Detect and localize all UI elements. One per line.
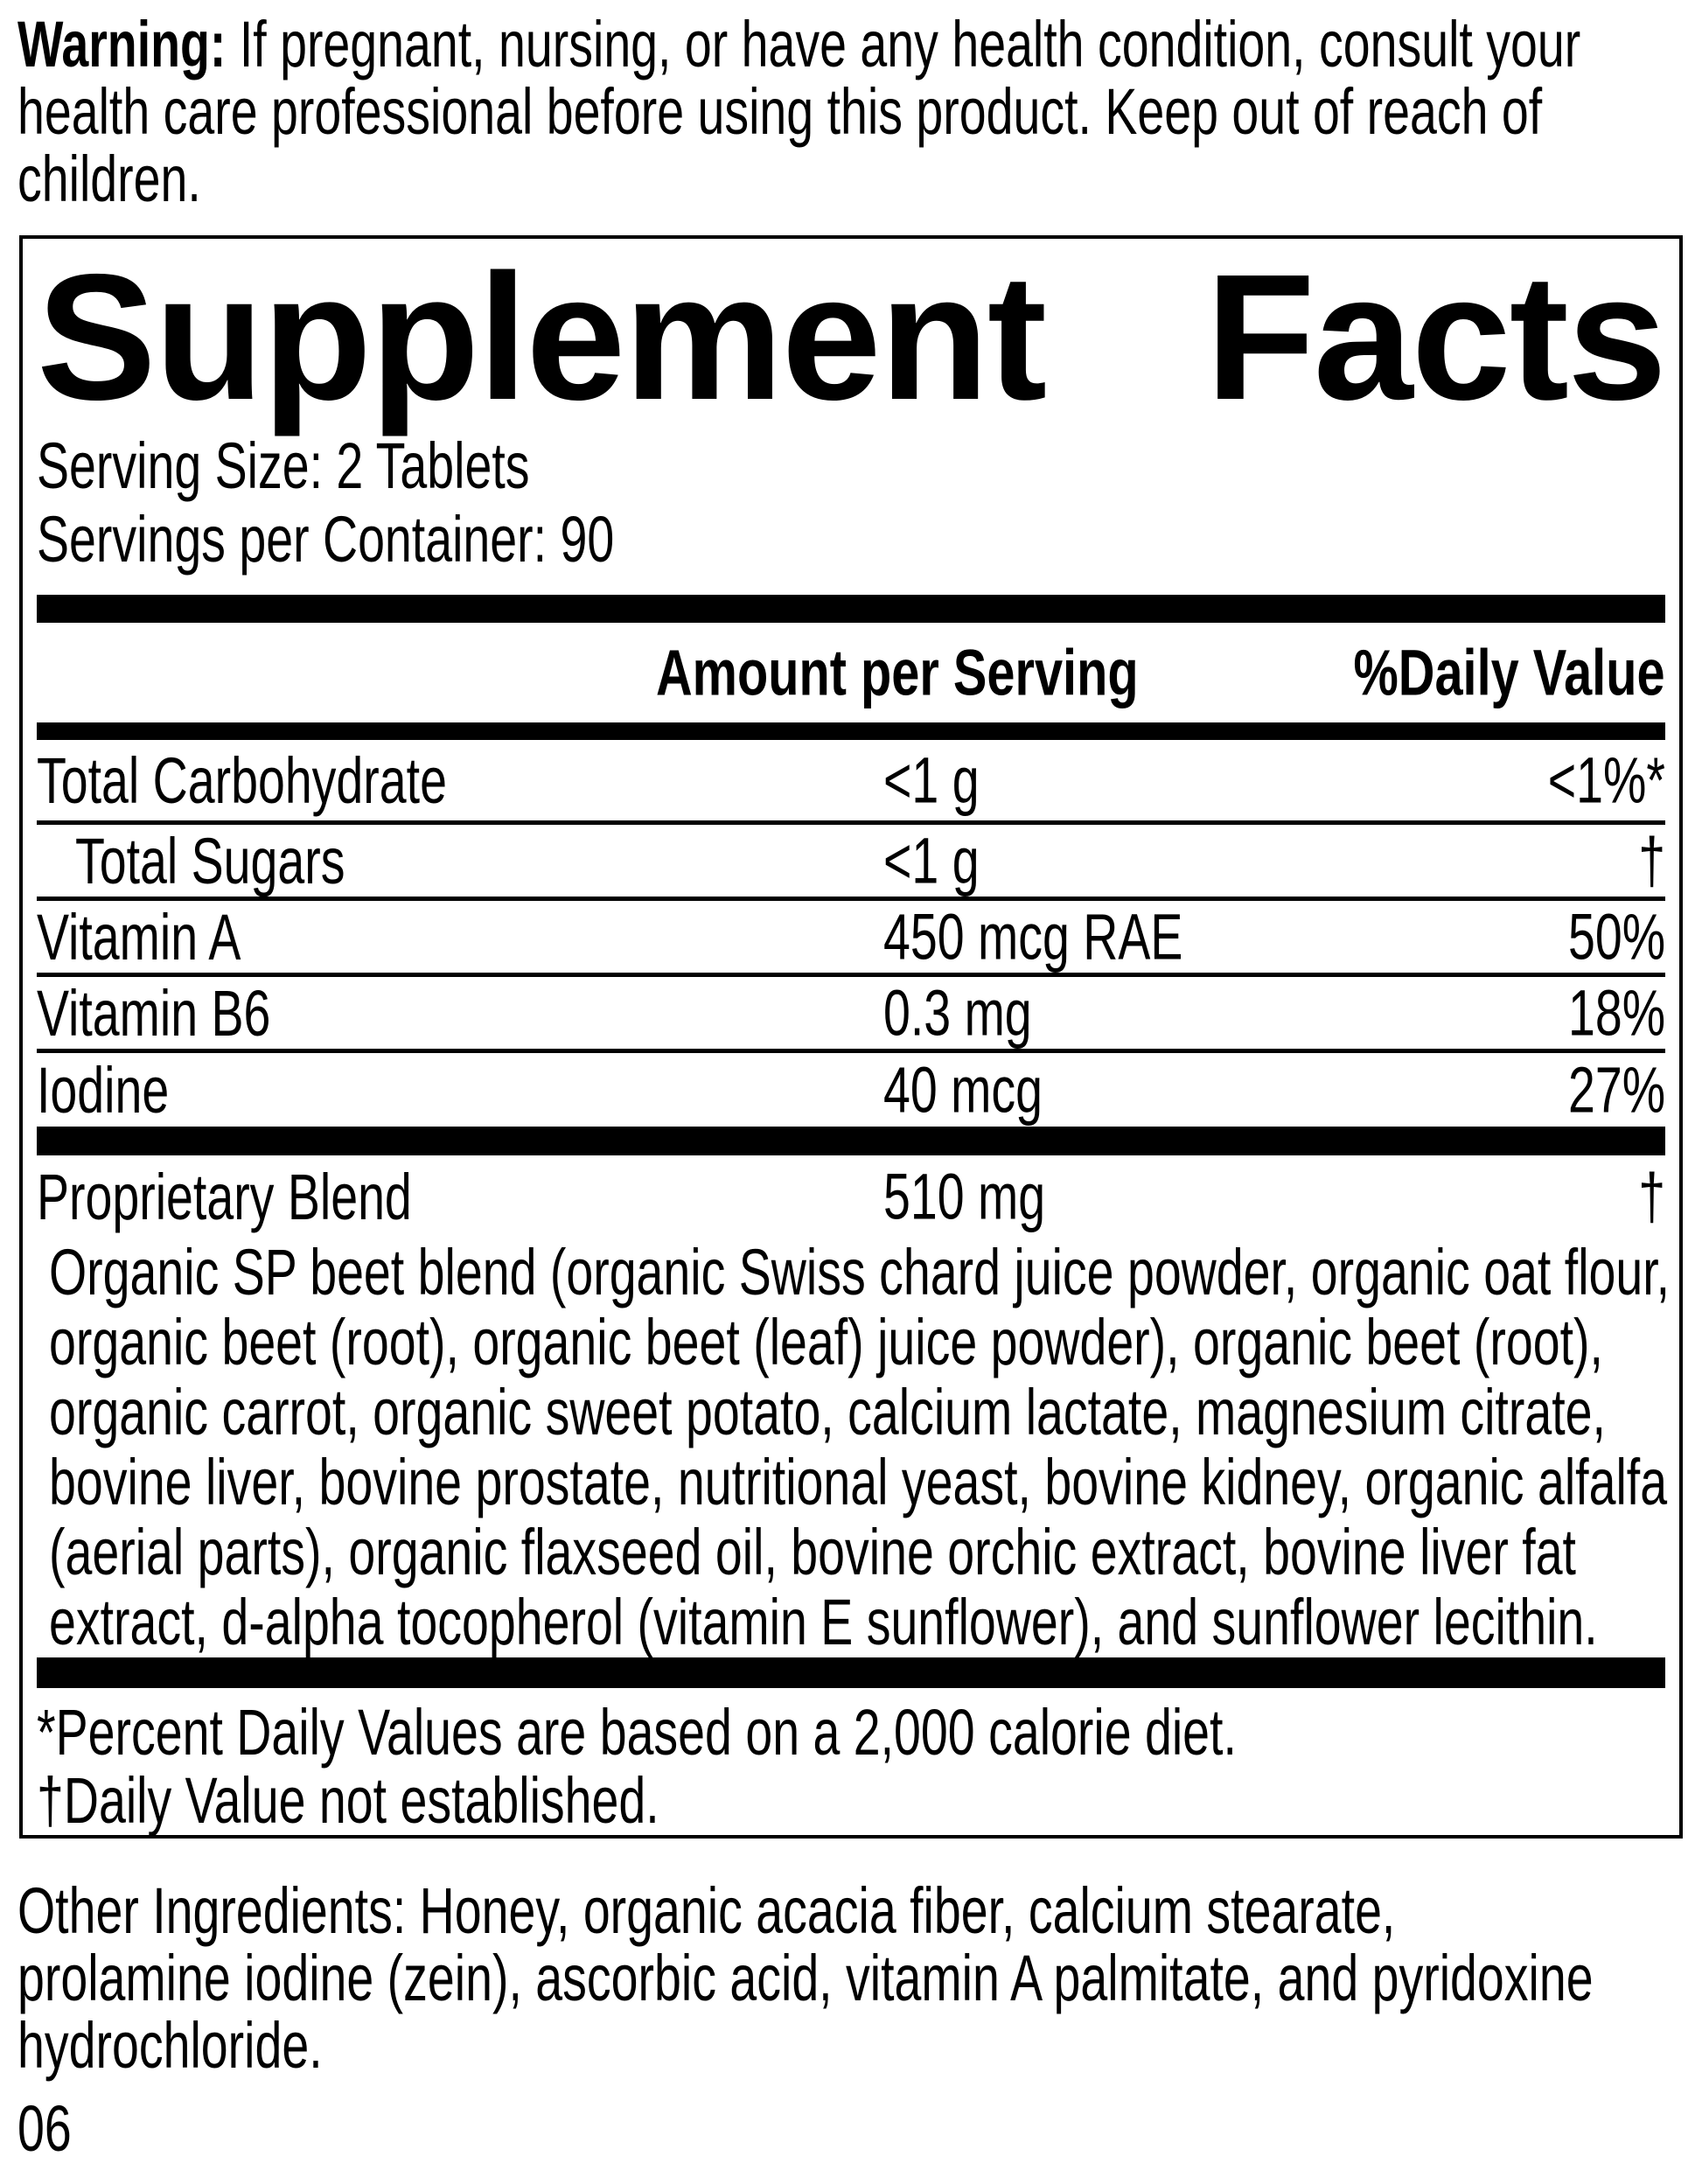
- nutrient-daily-value: †: [1638, 1160, 1665, 1233]
- separator-bar-bottom: [37, 1657, 1665, 1688]
- row-vitamin-a: Vitamin A 450 mcg RAE 50%: [37, 901, 1665, 977]
- column-header-row: Amount per Serving %Daily Value: [37, 623, 1665, 722]
- page-code-value: 06: [17, 2092, 72, 2165]
- blend-description: Organic SP beet blend (organic Swiss cha…: [37, 1236, 1671, 1658]
- supplement-label-page: { "warning": { "label": "Warning:", "lin…: [0, 10, 1702, 2184]
- row-iodine: Iodine 40 mcg 27%: [37, 1053, 1665, 1127]
- serving-info: Serving Size: 2 Tablets Servings per Con…: [37, 429, 1665, 576]
- servings-per-container: Servings per Container: 90: [37, 503, 615, 576]
- nutrient-daily-value: 18%: [1567, 976, 1665, 1050]
- warning-line-3: children.: [17, 143, 201, 215]
- warning-line-2: health care professional before using th…: [17, 75, 1543, 148]
- row-total-sugars: Total Sugars <1 g †: [37, 825, 1665, 901]
- other-ingredients: Other Ingredients: Honey, organic acacia…: [17, 1877, 1685, 2079]
- footnote-asterisk: *Percent Daily Values are based on a 2,0…: [37, 1696, 1237, 1769]
- nutrient-amount: 40 mcg: [883, 1053, 1043, 1127]
- warning-line-1-rest: If pregnant, nursing, or have any health…: [226, 8, 1581, 80]
- other-ingredients-line: prolamine iodine (zein), ascorbic acid, …: [17, 1942, 1594, 2014]
- amount-column-header: Amount per Serving: [656, 636, 1139, 709]
- separator-bar-thick-top: [37, 595, 1665, 623]
- blend-line: organic carrot, organic sweet potato, ca…: [49, 1376, 1606, 1448]
- blend-line: Organic SP beet blend (organic Swiss cha…: [49, 1236, 1671, 1308]
- separator-bar-medium: [37, 722, 1665, 740]
- footnotes: *Percent Daily Values are based on a 2,0…: [37, 1699, 1665, 1835]
- other-ingredients-line: hydrochloride.: [17, 2009, 323, 2082]
- warning-label: Warning:: [17, 8, 227, 80]
- nutrient-name: Total Sugars: [75, 824, 345, 897]
- nutrient-amount: <1 g: [883, 743, 980, 817]
- nutrient-amount: 510 mg: [883, 1160, 1046, 1233]
- blend-line: organic beet (root), organic beet (leaf)…: [49, 1306, 1603, 1378]
- row-proprietary-blend: Proprietary Blend 510 mg †: [37, 1155, 1665, 1238]
- row-total-carbohydrate: Total Carbohydrate <1 g <1%*: [37, 740, 1665, 825]
- nutrient-amount: 0.3 mg: [883, 976, 1032, 1050]
- page-code: 06: [17, 2095, 1685, 2163]
- warning-line-1: Warning: If pregnant, nursing, or have a…: [17, 8, 1580, 80]
- supplement-facts-box: Supplement Facts Serving Size: 2 Tablets…: [19, 235, 1683, 1839]
- blend-line: (aerial parts), organic flaxseed oil, bo…: [49, 1516, 1576, 1588]
- blend-line: bovine liver, bovine prostate, nutrition…: [49, 1446, 1668, 1518]
- nutrient-name: Proprietary Blend: [37, 1160, 412, 1233]
- nutrient-name: Iodine: [37, 1053, 170, 1127]
- nutrient-name: Total Carbohydrate: [37, 743, 447, 817]
- title-word-facts: Facts: [1205, 237, 1667, 437]
- nutrient-daily-value: †: [1638, 824, 1665, 897]
- panel-title: Supplement Facts: [37, 237, 1667, 437]
- nutrient-amount: 450 mcg RAE: [883, 900, 1183, 973]
- daily-value-column-header: %Daily Value: [1353, 636, 1665, 709]
- footnote-dagger: †Daily Value not established.: [37, 1764, 659, 1837]
- nutrient-daily-value: <1%*: [1547, 743, 1665, 817]
- nutrient-daily-value: 50%: [1567, 900, 1665, 973]
- nutrient-amount: <1 g: [883, 824, 980, 897]
- blend-line: extract, d-alpha tocopherol (vitamin E s…: [49, 1586, 1598, 1658]
- row-vitamin-b6: Vitamin B6 0.3 mg 18%: [37, 977, 1665, 1053]
- serving-size: Serving Size: 2 Tablets: [37, 429, 530, 502]
- warning-text: Warning: If pregnant, nursing, or have a…: [17, 10, 1685, 213]
- nutrient-name: Vitamin B6: [37, 976, 271, 1050]
- other-ingredients-line: Other Ingredients: Honey, organic acacia…: [17, 1874, 1396, 1947]
- nutrient-daily-value: 27%: [1567, 1053, 1665, 1127]
- separator-bar-heavy: [37, 1127, 1665, 1155]
- title-word-supplement: Supplement: [37, 237, 1047, 437]
- nutrient-name: Vitamin A: [37, 900, 241, 973]
